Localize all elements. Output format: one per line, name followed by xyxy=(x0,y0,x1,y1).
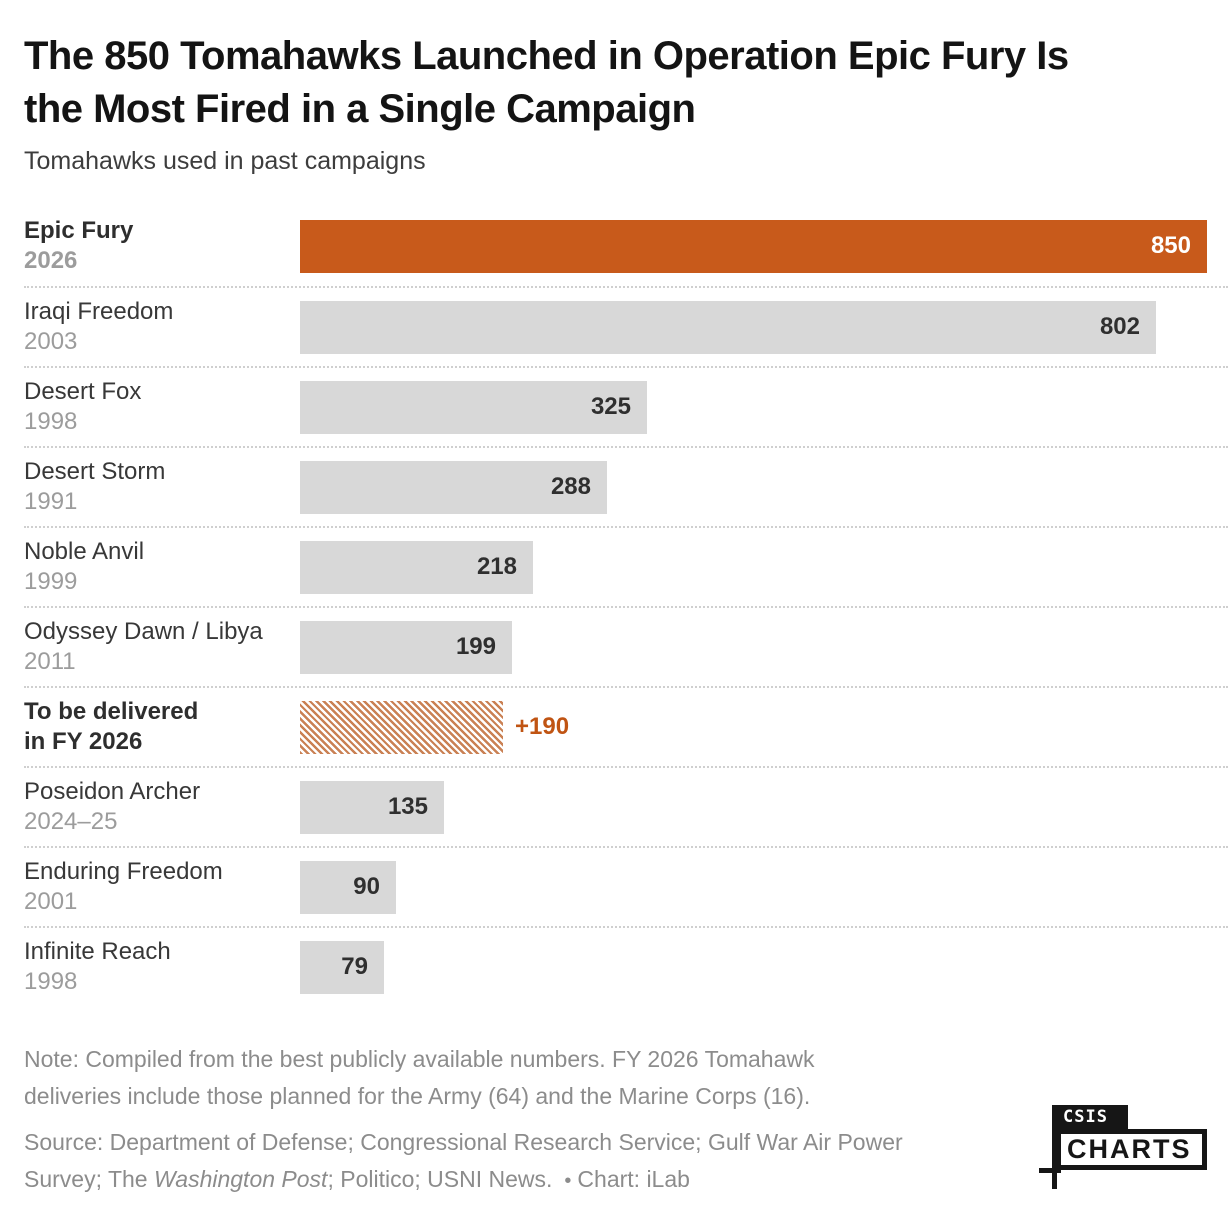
campaign-name: Poseidon Archer xyxy=(24,778,201,805)
bar: 218 xyxy=(300,540,533,594)
bar-area: 135 xyxy=(300,780,1228,834)
source-line-1: Source: Department of Defense; Congressi… xyxy=(24,1129,903,1155)
bar-area: 802 xyxy=(300,300,1228,354)
logo-csis-box: CSIS xyxy=(1052,1105,1128,1129)
bar-value: 802 xyxy=(1099,313,1140,340)
row-label: Iraqi Freedom 2003 xyxy=(24,297,300,357)
chart-row: Desert Fox 1998 325 xyxy=(24,366,1228,446)
campaign-year: 1991 xyxy=(24,488,78,515)
source-text: Source: Department of Defense; Congressi… xyxy=(24,1124,1034,1200)
bar-value: 199 xyxy=(455,633,496,660)
row-label: To be delivered in FY 2026 xyxy=(24,697,300,757)
campaign-name: Enduring Freedom xyxy=(24,858,223,885)
bar-area: 325 xyxy=(300,380,1228,434)
chart-row: Odyssey Dawn / Libya 2011 199 xyxy=(24,606,1228,686)
row-label: Poseidon Archer 2024–25 xyxy=(24,777,300,837)
row-label: Desert Fox 1998 xyxy=(24,377,300,437)
bar: 135 xyxy=(300,780,444,834)
campaign-year: 2024–25 xyxy=(24,808,118,835)
chart-row: Infinite Reach 1998 79 xyxy=(24,926,1228,1006)
row-label: Enduring Freedom 2001 xyxy=(24,857,300,917)
bar-area: 79 xyxy=(300,940,1228,994)
bar-area: 90 xyxy=(300,860,1228,914)
chart-footer: Note: Compiled from the best publicly av… xyxy=(0,1041,1228,1200)
title-line-1: The 850 Tomahawks Launched in Operation … xyxy=(24,34,1069,78)
chart-row: Iraqi Freedom 2003 802 xyxy=(24,286,1228,366)
source-segment: ; Politico; USNI News. xyxy=(327,1166,553,1192)
row-label: Odyssey Dawn / Libya 2011 xyxy=(24,617,300,677)
campaign-year: 2003 xyxy=(24,328,78,355)
bar-value: 288 xyxy=(550,473,591,500)
bar: 199 xyxy=(300,620,512,674)
bar-area: 288 xyxy=(300,460,1228,514)
campaign-year: 1998 xyxy=(24,968,78,995)
source-publication-italic: Washington Post xyxy=(153,1166,328,1192)
bar: 79 xyxy=(300,940,384,994)
campaign-name: Epic Fury xyxy=(24,217,134,244)
row-label: Noble Anvil 1999 xyxy=(24,537,300,597)
chart-row: Poseidon Archer 2024–25 135 xyxy=(24,766,1228,846)
bar-area: 850 xyxy=(300,219,1228,273)
campaign-year: 2026 xyxy=(24,247,78,274)
row-label: Desert Storm 1991 xyxy=(24,457,300,517)
campaign-name: To be delivered xyxy=(24,698,199,725)
source-segment: Survey; The xyxy=(24,1166,154,1192)
chart-row: Noble Anvil 1999 218 xyxy=(24,526,1228,606)
note-line-2: deliveries include those planned for the… xyxy=(24,1083,811,1109)
row-label: Epic Fury 2026 xyxy=(24,216,300,276)
bar-value-outside: +190 xyxy=(515,713,570,740)
bar: 850 xyxy=(300,219,1207,273)
bar-area: 199 xyxy=(300,620,1228,674)
campaign-name: Noble Anvil xyxy=(24,538,145,565)
chart-row: Epic Fury 2026 850 xyxy=(24,206,1228,286)
bar-area: +190 xyxy=(300,700,1228,754)
title-line-2: the Most Fired in a Single Campaign xyxy=(24,87,696,131)
logo-pole xyxy=(1052,1105,1057,1189)
logo-crossbar xyxy=(1039,1168,1061,1173)
bar xyxy=(300,700,503,754)
campaign-year: 2011 xyxy=(24,648,76,675)
bar-chart: Epic Fury 2026 850 Iraqi Freedom 2003 80… xyxy=(24,206,1228,1006)
note-text: Note: Compiled from the best publicly av… xyxy=(24,1041,1204,1115)
chart-row: To be delivered in FY 2026 +190 xyxy=(24,686,1228,766)
campaign-year: in FY 2026 xyxy=(24,728,143,755)
row-label: Infinite Reach 1998 xyxy=(24,937,300,997)
bar-value: 218 xyxy=(476,553,517,580)
bar-value: 325 xyxy=(590,393,631,420)
source-line-2: Survey; The Washington Post; Politico; U… xyxy=(24,1161,1034,1200)
page-title: The 850 Tomahawks Launched in Operation … xyxy=(24,30,1204,136)
bar: 325 xyxy=(300,380,647,434)
campaign-name: Iraqi Freedom xyxy=(24,298,174,325)
note-line-1: Note: Compiled from the best publicly av… xyxy=(24,1046,815,1072)
chart-header: The 850 Tomahawks Launched in Operation … xyxy=(0,0,1228,177)
campaign-year: 2001 xyxy=(24,888,78,915)
bar-area: 218 xyxy=(300,540,1228,594)
campaign-year: 1999 xyxy=(24,568,78,595)
bar: 288 xyxy=(300,460,607,514)
bar-value: 90 xyxy=(353,873,380,900)
campaign-name: Infinite Reach xyxy=(24,938,171,965)
bar: 802 xyxy=(300,300,1156,354)
csis-charts-logo: CSIS CHARTS xyxy=(1039,1105,1209,1195)
campaign-name: Desert Storm xyxy=(24,458,166,485)
bar-value: 850 xyxy=(1150,232,1191,259)
logo-charts-box: CHARTS xyxy=(1056,1129,1207,1170)
chart-row: Desert Storm 1991 288 xyxy=(24,446,1228,526)
bar-value: 79 xyxy=(341,953,368,980)
bar: 90 xyxy=(300,860,396,914)
campaign-year: 1998 xyxy=(24,408,78,435)
bullet-separator: • xyxy=(564,1170,572,1192)
chart-subtitle: Tomahawks used in past campaigns xyxy=(24,147,426,175)
chart-row: Enduring Freedom 2001 90 xyxy=(24,846,1228,926)
campaign-name: Desert Fox xyxy=(24,378,142,405)
bar-value: 135 xyxy=(387,793,428,820)
campaign-name: Odyssey Dawn / Libya xyxy=(24,618,263,645)
chart-credit: Chart: iLab xyxy=(577,1166,690,1192)
